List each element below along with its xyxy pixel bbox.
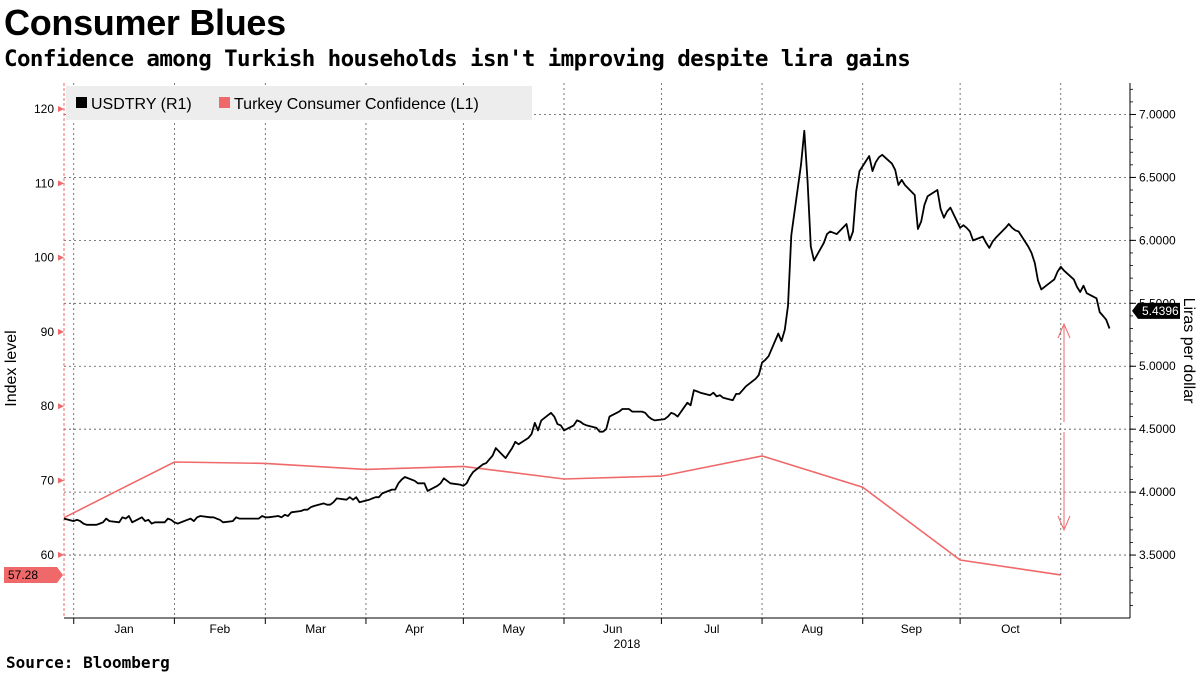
x-tick-label: Apr [405, 622, 424, 636]
y-left-tick-mark [58, 551, 64, 558]
annotation-arrow-up-head [1057, 322, 1071, 339]
overlays: 5.4396 57.28 [4, 302, 1180, 584]
y-left-tick-label: 80 [41, 399, 55, 413]
x-tick-label: Feb [210, 622, 231, 636]
legend: USDTRY (R1) Turkey Consumer Confidence (… [66, 86, 532, 120]
x-tick-label: Mar [305, 622, 326, 636]
annotation-arrow-down-head [1057, 515, 1071, 532]
chart-subtitle: Confidence among Turkish households isn'… [4, 46, 911, 72]
legend-background [66, 86, 532, 120]
line-turkey-consumer-confidence [63, 455, 1061, 576]
chart-title: Consumer Blues [4, 2, 286, 43]
x-tick-label: Jul [704, 622, 719, 636]
x-axis-year-label: 2018 [614, 637, 641, 651]
y-left-axis-title: Index level [3, 330, 20, 407]
gridlines [64, 83, 1130, 618]
y-right-tick-label: 4.0000 [1139, 485, 1176, 499]
y-right-tick-label: 3.5000 [1139, 548, 1176, 562]
axes: Jan Feb Mar Apr May Jun Jul Aug Sep Oct 2018 60 70 80… [3, 83, 1197, 651]
y-left-tick-label: 110 [35, 176, 54, 190]
last-value-box-usdtry [1132, 302, 1180, 319]
last-value-label-confidence: 57.28 [8, 568, 38, 582]
x-tick-label: Jun [603, 622, 622, 636]
y-left-tick-mark [58, 254, 64, 261]
y-left-tick-mark [58, 477, 64, 484]
y-left-tick-label: 70 [41, 474, 55, 488]
y-right-tick-label: 4.5000 [1139, 422, 1176, 436]
y-right-tick-label: 7.0000 [1139, 107, 1176, 121]
y-left-tick-label: 60 [41, 548, 55, 562]
x-tick-label: Aug [802, 622, 823, 636]
legend-label-usdtry: USDTRY (R1) [91, 96, 192, 113]
legend-label-confidence: Turkey Consumer Confidence (L1) [234, 96, 479, 113]
y-left-tick-label: 90 [41, 325, 55, 339]
y-right-tick-label: 5.0000 [1139, 359, 1176, 373]
line-usdtry [63, 129, 1111, 526]
last-value-box-confidence [4, 567, 63, 584]
y-left-tick-label: 100 [34, 251, 54, 265]
y-right-tick-label: 6.5000 [1139, 170, 1176, 184]
y-left-tick-mark [58, 328, 64, 335]
y-right-axis-title: Liras per dollar [1180, 298, 1197, 405]
y-left-tick-mark [58, 180, 64, 187]
x-tick-label: May [502, 622, 525, 636]
x-tick-label: Sep [901, 622, 923, 636]
x-tick-label: Jan [114, 622, 133, 636]
source-note: Source: Bloomberg [6, 653, 170, 672]
x-tick-label: Oct [1001, 622, 1020, 636]
series-lines [63, 129, 1111, 576]
last-value-label-usdtry: 5.4396 [1142, 304, 1179, 318]
y-left-tick-mark [58, 403, 64, 410]
legend-swatch-confidence [219, 97, 230, 108]
legend-swatch-usdtry [76, 97, 87, 108]
y-left-tick-mark [58, 106, 64, 113]
y-right-tick-label: 6.0000 [1139, 233, 1176, 247]
y-left-tick-label: 120 [34, 102, 54, 116]
